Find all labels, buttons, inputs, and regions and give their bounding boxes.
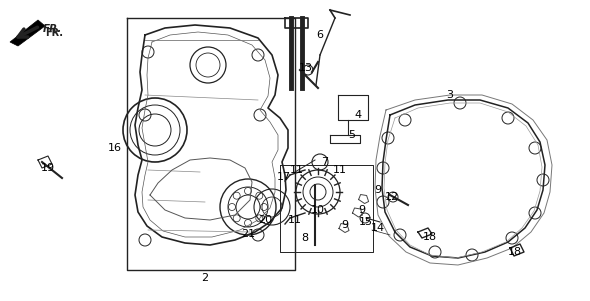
Text: 20: 20: [258, 215, 272, 225]
Text: 13: 13: [299, 63, 313, 73]
Text: 10: 10: [311, 205, 325, 215]
Text: 9: 9: [359, 205, 366, 215]
Text: 7: 7: [322, 157, 329, 167]
Text: 15: 15: [359, 217, 373, 227]
Text: 4: 4: [355, 110, 362, 120]
Text: 11: 11: [288, 215, 302, 225]
Text: 2: 2: [201, 273, 208, 283]
Text: 18: 18: [423, 232, 437, 242]
Text: 11: 11: [333, 165, 347, 175]
Text: 5: 5: [349, 130, 356, 140]
Text: 21: 21: [241, 229, 255, 239]
Text: FR.: FR.: [45, 28, 63, 38]
Text: 18: 18: [508, 247, 522, 257]
Text: 9: 9: [342, 220, 349, 230]
Text: 6: 6: [316, 30, 323, 40]
Text: 8: 8: [301, 233, 309, 243]
Text: FR.: FR.: [43, 24, 63, 34]
Polygon shape: [10, 20, 45, 46]
Text: 16: 16: [108, 143, 122, 153]
Text: 17: 17: [277, 172, 291, 182]
Text: 3: 3: [447, 90, 454, 100]
Text: 14: 14: [371, 223, 385, 233]
Text: 19: 19: [41, 163, 55, 173]
Text: 9: 9: [375, 185, 382, 195]
Text: 12: 12: [385, 192, 399, 202]
Text: 11: 11: [290, 165, 304, 175]
